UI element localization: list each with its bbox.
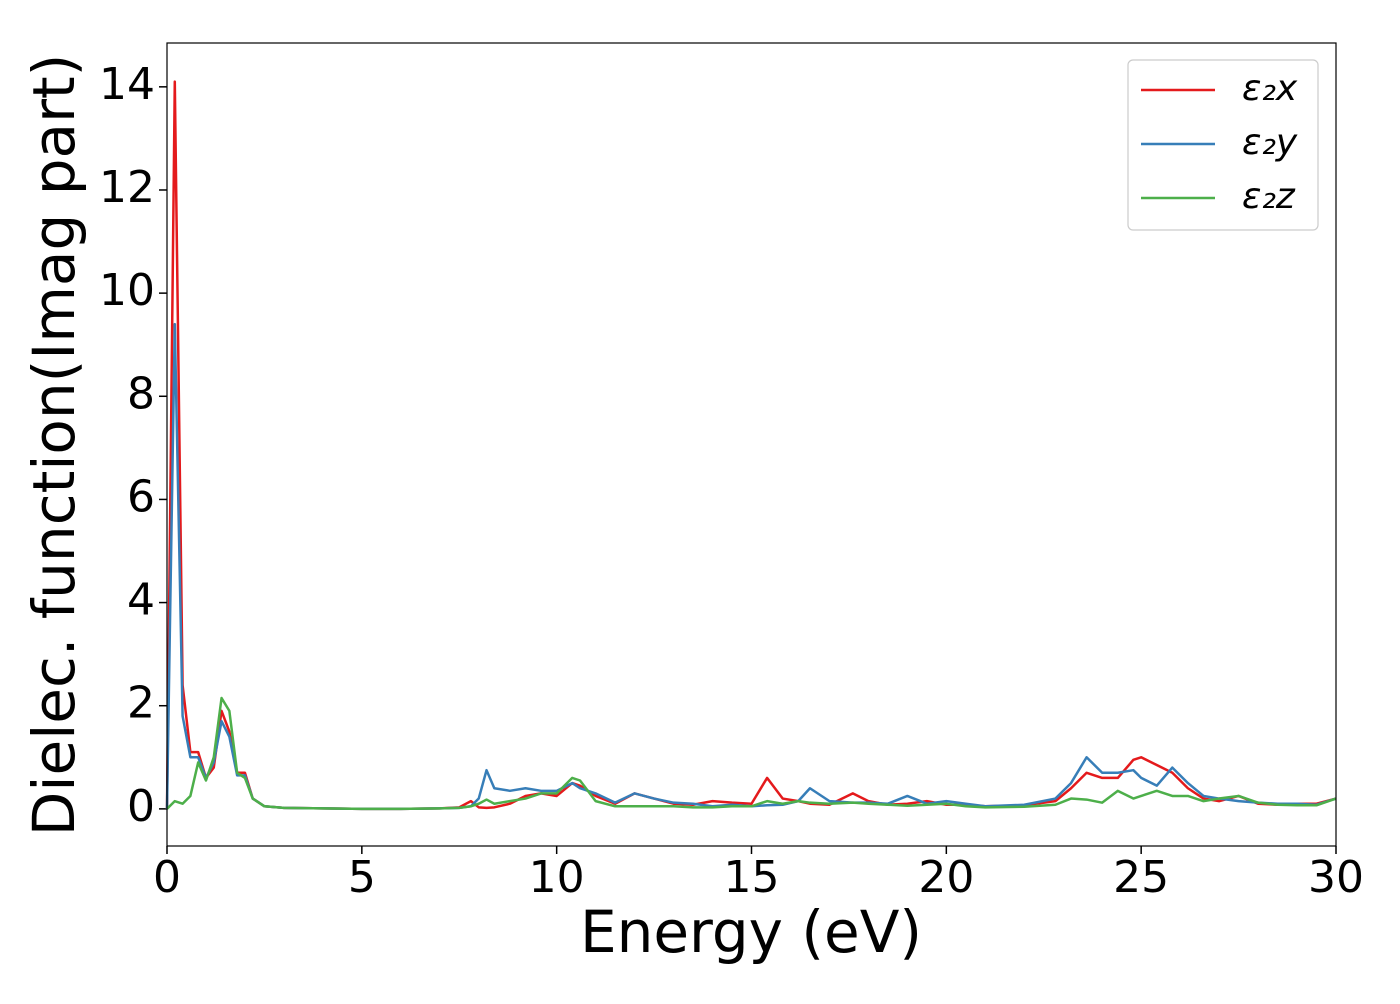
x-axis-label: Energy (eV) bbox=[580, 898, 922, 966]
y-tick-label: 10 bbox=[99, 265, 155, 316]
legend-label: ε₂x bbox=[1242, 68, 1298, 109]
y-tick-label: 4 bbox=[127, 575, 155, 626]
y-tick-label: 12 bbox=[99, 162, 155, 213]
x-tick-label: 25 bbox=[1113, 852, 1169, 903]
data-line bbox=[166, 696, 1337, 811]
y-tick-label: 2 bbox=[127, 678, 155, 729]
legend: ε₂x ε₂y ε₂z bbox=[1127, 59, 1319, 231]
y-axis-label: Dielec. function(Imag part) bbox=[20, 54, 88, 837]
x-tick-label: 30 bbox=[1308, 852, 1364, 903]
legend-label: ε₂y bbox=[1242, 122, 1298, 163]
legend-label: ε₂z bbox=[1242, 176, 1296, 217]
x-tick-label: 5 bbox=[348, 852, 376, 903]
x-tick-label: 20 bbox=[918, 852, 974, 903]
y-tick-label: 14 bbox=[99, 59, 155, 110]
y-tick-label: 8 bbox=[127, 368, 155, 419]
x-tick-label: 10 bbox=[529, 852, 585, 903]
plot-frame bbox=[166, 42, 1337, 847]
y-tick-label: 6 bbox=[127, 471, 155, 522]
legend-box bbox=[1127, 59, 1319, 231]
x-tick-label: 15 bbox=[724, 852, 780, 903]
x-tick-label: 0 bbox=[153, 852, 181, 903]
y-tick-label: 0 bbox=[127, 781, 155, 832]
